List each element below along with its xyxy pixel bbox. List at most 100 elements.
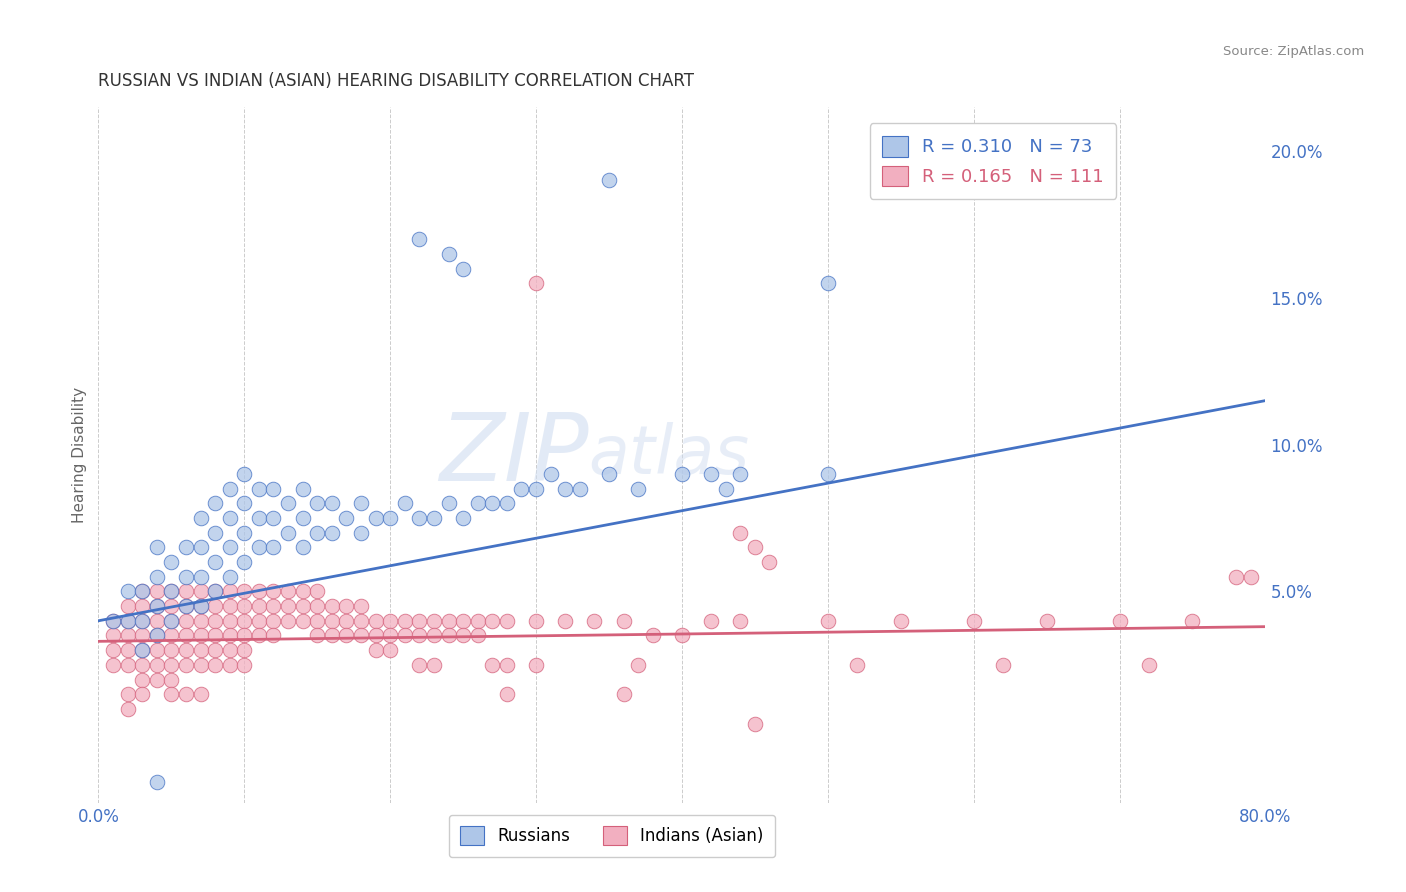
Point: [423, 511, 446, 525]
Point: [817, 467, 839, 481]
Point: [307, 599, 329, 613]
Point: [467, 628, 489, 642]
Point: [247, 511, 270, 525]
Point: [146, 584, 169, 599]
Point: [146, 657, 169, 672]
Point: [408, 232, 430, 246]
Point: [846, 657, 869, 672]
Point: [190, 614, 212, 628]
Point: [408, 614, 430, 628]
Point: [496, 496, 519, 510]
Point: [204, 628, 226, 642]
Point: [364, 628, 387, 642]
Point: [568, 482, 591, 496]
Point: [218, 482, 240, 496]
Point: [262, 614, 284, 628]
Point: [146, 628, 169, 642]
Point: [700, 467, 723, 481]
Point: [117, 628, 139, 642]
Point: [598, 173, 620, 187]
Point: [1035, 614, 1057, 628]
Point: [117, 599, 139, 613]
Point: [437, 496, 460, 510]
Point: [350, 496, 373, 510]
Point: [496, 687, 519, 701]
Point: [437, 614, 460, 628]
Point: [598, 467, 620, 481]
Point: [190, 599, 212, 613]
Point: [190, 599, 212, 613]
Point: [218, 643, 240, 657]
Point: [291, 614, 314, 628]
Point: [364, 614, 387, 628]
Point: [131, 628, 153, 642]
Point: [190, 657, 212, 672]
Point: [350, 599, 373, 613]
Point: [218, 570, 240, 584]
Point: [730, 614, 752, 628]
Point: [437, 628, 460, 642]
Point: [204, 643, 226, 657]
Point: [117, 687, 139, 701]
Point: [233, 496, 256, 510]
Point: [510, 482, 533, 496]
Point: [160, 628, 183, 642]
Point: [481, 614, 503, 628]
Point: [524, 276, 547, 290]
Point: [744, 541, 766, 555]
Point: [146, 541, 169, 555]
Point: [233, 657, 256, 672]
Point: [204, 555, 226, 569]
Point: [408, 657, 430, 672]
Point: [554, 482, 576, 496]
Point: [277, 599, 299, 613]
Point: [174, 643, 197, 657]
Point: [146, 599, 169, 613]
Point: [131, 687, 153, 701]
Point: [321, 599, 343, 613]
Point: [321, 628, 343, 642]
Point: [218, 657, 240, 672]
Point: [190, 584, 212, 599]
Point: [583, 614, 606, 628]
Point: [117, 584, 139, 599]
Point: [247, 614, 270, 628]
Point: [335, 599, 357, 613]
Point: [218, 599, 240, 613]
Point: [307, 496, 329, 510]
Point: [277, 525, 299, 540]
Point: [481, 496, 503, 510]
Point: [101, 628, 124, 642]
Point: [262, 482, 284, 496]
Point: [117, 702, 139, 716]
Point: [174, 599, 197, 613]
Point: [218, 541, 240, 555]
Point: [218, 511, 240, 525]
Point: [131, 584, 153, 599]
Point: [262, 584, 284, 599]
Point: [101, 614, 124, 628]
Point: [218, 628, 240, 642]
Text: atlas: atlas: [589, 422, 749, 488]
Point: [730, 467, 752, 481]
Point: [174, 657, 197, 672]
Point: [350, 525, 373, 540]
Point: [174, 584, 197, 599]
Point: [233, 614, 256, 628]
Point: [204, 599, 226, 613]
Point: [451, 511, 474, 525]
Point: [307, 628, 329, 642]
Point: [700, 614, 723, 628]
Point: [1240, 570, 1263, 584]
Point: [991, 657, 1014, 672]
Point: [190, 541, 212, 555]
Point: [117, 614, 139, 628]
Point: [467, 614, 489, 628]
Point: [233, 525, 256, 540]
Point: [204, 525, 226, 540]
Point: [524, 614, 547, 628]
Point: [190, 570, 212, 584]
Point: [131, 614, 153, 628]
Point: [627, 482, 650, 496]
Point: [291, 599, 314, 613]
